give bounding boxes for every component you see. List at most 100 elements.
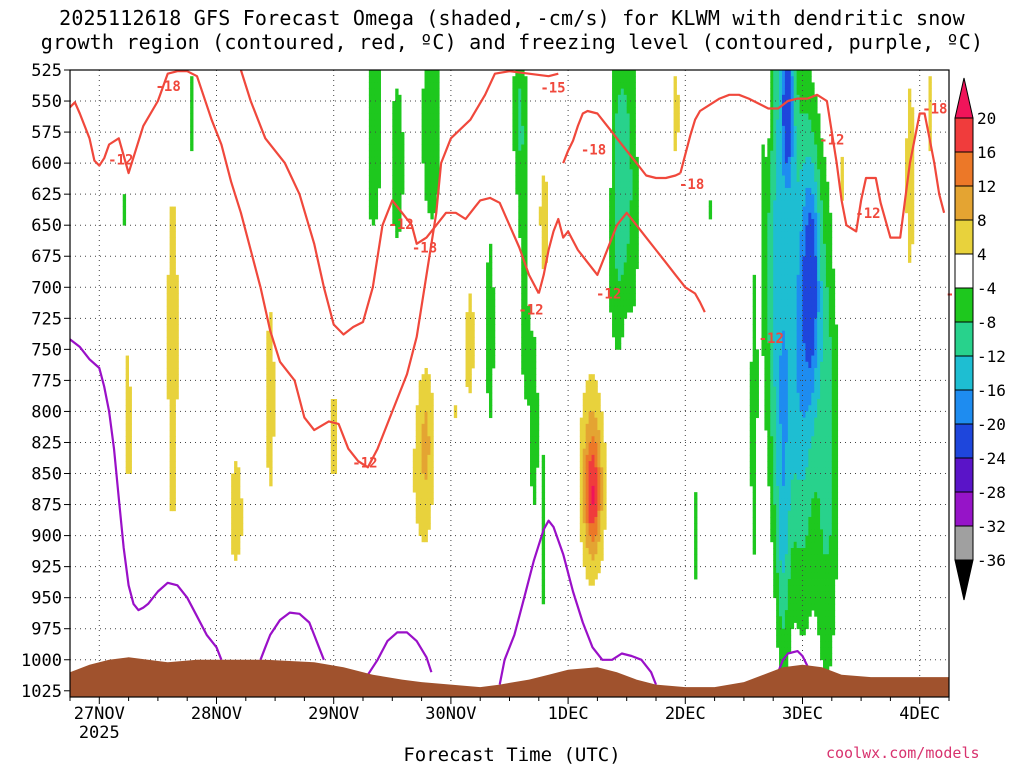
omega-cell xyxy=(831,603,836,611)
omega-cell xyxy=(805,82,809,90)
omega-cell xyxy=(831,628,836,636)
omega-cell xyxy=(814,448,818,456)
omega-cell xyxy=(805,423,809,431)
omega-cell xyxy=(784,113,789,121)
omega-cell xyxy=(612,243,616,251)
omega-cell xyxy=(591,454,595,462)
omega-cell xyxy=(491,293,496,301)
omega-cell xyxy=(808,144,812,152)
omega-cell xyxy=(172,405,176,412)
omega-cell xyxy=(779,492,783,499)
omega-cell xyxy=(172,504,176,512)
omega-cell xyxy=(612,88,616,96)
omega-cell xyxy=(172,367,176,375)
omega-cell xyxy=(430,479,434,487)
omega-cell xyxy=(527,367,531,375)
omega-cell xyxy=(585,535,590,543)
omega-cell xyxy=(175,355,179,363)
omega-cell xyxy=(392,163,396,170)
omega-cell xyxy=(828,417,833,425)
omega-cell xyxy=(767,144,771,152)
omega-cell xyxy=(694,535,698,543)
omega-cell xyxy=(524,324,528,332)
omega-cell xyxy=(377,138,381,145)
omega-cell xyxy=(779,417,783,425)
omega-cell xyxy=(377,163,381,170)
omega-cell xyxy=(626,175,631,183)
omega-cell xyxy=(524,336,528,344)
omega-cell xyxy=(629,206,633,214)
omega-cell xyxy=(468,330,472,338)
omega-cell xyxy=(600,492,604,499)
omega-cell xyxy=(424,448,428,456)
omega-cell xyxy=(541,237,546,245)
omega-cell xyxy=(231,548,235,555)
omega-cell xyxy=(793,150,798,158)
omega-cell xyxy=(333,430,338,437)
omega-cell xyxy=(784,144,789,152)
omega-cell xyxy=(421,479,425,487)
omega-cell xyxy=(910,169,915,176)
omega-cell xyxy=(779,169,783,176)
omega-cell xyxy=(234,461,238,468)
omega-cell xyxy=(752,405,757,412)
omega-cell xyxy=(530,392,534,400)
omega-cell xyxy=(752,461,757,468)
omega-cell xyxy=(521,82,525,90)
omega-cell xyxy=(799,467,803,474)
omega-cell xyxy=(764,250,768,257)
omega-cell xyxy=(796,579,800,586)
omega-cell xyxy=(834,324,839,332)
omega-cell xyxy=(796,305,800,313)
omega-cell xyxy=(175,380,179,388)
omega-cell xyxy=(820,169,824,176)
omega-cell xyxy=(910,119,915,127)
omega-cell xyxy=(767,430,771,437)
omega-cell xyxy=(764,367,768,375)
omega-cell xyxy=(793,101,798,108)
omega-cell xyxy=(799,256,803,263)
omega-cell xyxy=(125,392,129,400)
omega-cell xyxy=(749,442,754,450)
omega-cell xyxy=(488,256,493,263)
omega-cell xyxy=(582,405,587,412)
omega-cell xyxy=(834,454,839,462)
omega-cell xyxy=(817,479,821,487)
omega-cell xyxy=(272,399,276,406)
omega-cell xyxy=(614,138,619,145)
omega-cell xyxy=(811,467,815,474)
omega-cell xyxy=(541,492,546,499)
omega-cell xyxy=(907,107,912,114)
y-tick-label: 625 xyxy=(31,185,62,205)
omega-cell xyxy=(802,560,806,568)
omega-cell xyxy=(825,479,830,487)
omega-cell xyxy=(790,250,795,257)
omega-cell xyxy=(910,181,915,189)
omega-cell xyxy=(603,498,607,505)
y-tick-label: 1000 xyxy=(21,651,62,671)
omega-cell xyxy=(418,392,422,400)
omega-cell xyxy=(626,70,631,77)
omega-cell xyxy=(811,212,815,220)
omega-cell xyxy=(521,107,525,114)
omega-cell xyxy=(427,448,431,456)
omega-cell xyxy=(802,510,806,518)
omega-cell xyxy=(805,274,809,282)
omega-cell xyxy=(392,150,396,158)
omega-cell xyxy=(767,212,771,220)
omega-cell xyxy=(799,194,803,201)
omega-cell xyxy=(787,417,792,425)
omega-cell xyxy=(790,169,795,176)
omega-cell xyxy=(767,399,771,406)
omega-cell xyxy=(430,113,434,121)
omega-cell xyxy=(799,473,803,481)
omega-cell xyxy=(620,169,625,176)
omega-cell xyxy=(823,641,827,648)
omega-cell xyxy=(591,399,595,406)
omega-cell xyxy=(172,349,176,356)
omega-cell xyxy=(433,150,437,158)
omega-cell xyxy=(272,405,276,412)
omega-cell xyxy=(907,144,912,152)
omega-cell xyxy=(828,442,833,450)
omega-cell xyxy=(814,237,818,245)
